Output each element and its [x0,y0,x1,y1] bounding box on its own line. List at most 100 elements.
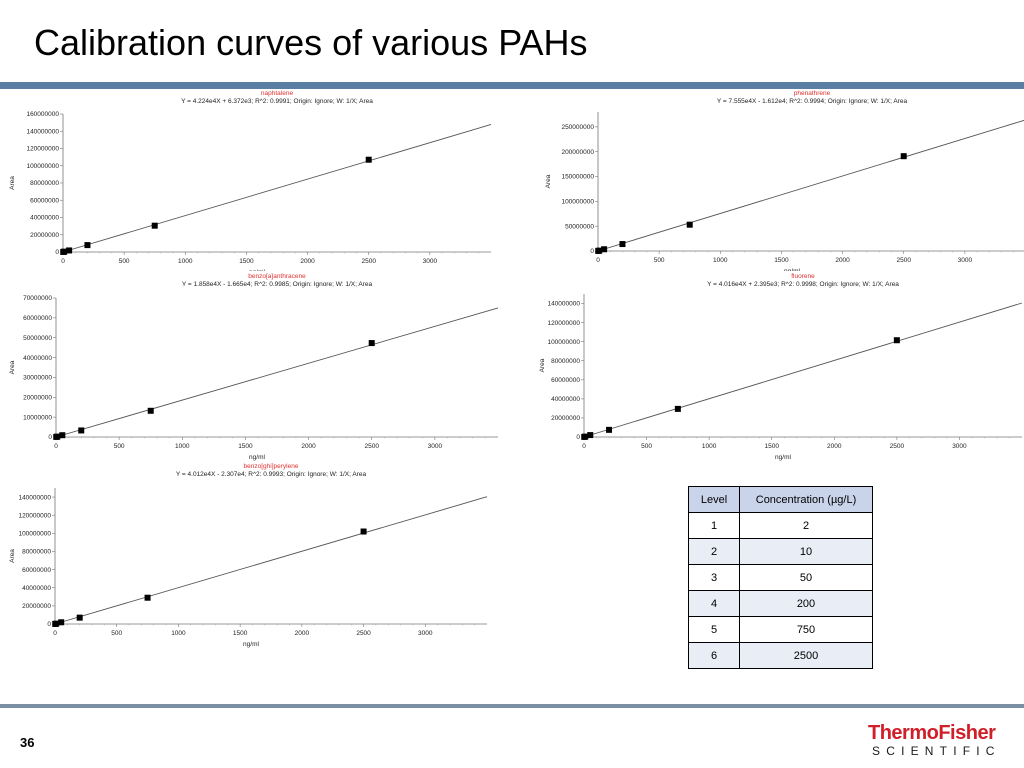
calibration-point [596,247,603,254]
y-tick-label: 120000000 [26,146,59,153]
y-tick-label: 140000000 [18,494,51,501]
x-tick-label: 1500 [238,443,253,450]
table-row: 5 750 [688,616,873,643]
y-tick-label: 0 [55,249,59,256]
regression-equation: Y = 7.555e4X - 1.612e4; R^2: 0.9994; Ori… [717,98,908,105]
concentration-cell: 200 [739,590,873,617]
y-tick-label: 10000000 [23,414,52,421]
calibration-point [144,594,151,601]
y-tick-label: 60000000 [22,567,51,574]
regression-line [54,496,488,625]
y-tick-label: 60000000 [30,197,59,204]
calibration-point [66,247,73,254]
calibration-point [84,242,91,249]
y-tick-label: 40000000 [23,355,52,362]
x-tick-label: 500 [119,258,130,265]
x-tick-label: 500 [641,443,652,450]
page-number: 36 [20,735,35,750]
calibration-point [151,222,158,229]
level-cell: 4 [688,590,740,617]
y-tick-label: 50000000 [565,223,594,230]
calibration-point [587,432,594,439]
y-tick-label: 80000000 [22,549,51,556]
x-axis-label: ng/ml [243,641,259,648]
x-tick-label: 1500 [233,630,248,637]
table-row: 2 10 [688,538,873,565]
level-cell: 3 [688,564,740,591]
x-axis-label: ng/ml [775,454,791,461]
calibration-point [78,427,85,434]
y-axis-label: Area [9,549,16,563]
x-tick-label: 1500 [774,257,789,264]
table-row: 6 2500 [688,642,873,669]
x-tick-label: 0 [53,630,57,637]
y-tick-label: 150000000 [561,174,594,181]
footer-divider [0,704,1024,708]
y-tick-label: 100000000 [561,199,594,206]
y-tick-label: 20000000 [551,415,580,422]
level-cell: 6 [688,642,740,669]
x-tick-label: 1000 [178,258,193,265]
y-tick-label: 200000000 [561,149,594,156]
calibration-point [76,614,83,621]
y-axis-label: Area [545,174,552,188]
y-tick-label: 40000000 [551,396,580,403]
y-tick-label: 70000000 [23,295,52,302]
y-tick-label: 250000000 [561,124,594,131]
calibration-point [365,156,372,163]
x-tick-label: 2500 [896,257,911,264]
y-tick-label: 60000000 [23,315,52,322]
table-row: 3 50 [688,564,873,591]
y-tick-label: 40000000 [30,215,59,222]
x-tick-label: 3000 [958,257,973,264]
logo-wordmark: ThermoFisher [868,722,996,744]
y-tick-label: 50000000 [23,335,52,342]
table-row: 4 200 [688,590,873,617]
y-tick-label: 20000000 [23,394,52,401]
x-tick-label: 3000 [952,443,967,450]
regression-line [597,119,1024,252]
level-cell: 5 [688,616,740,643]
x-tick-label: 2500 [890,443,905,450]
y-tick-label: 120000000 [547,320,580,327]
concentration-cell: 10 [739,538,873,565]
x-tick-label: 1000 [175,443,190,450]
x-tick-label: 0 [54,443,58,450]
x-tick-label: 0 [61,258,65,265]
y-tick-label: 0 [576,434,580,441]
calibration-point [368,340,375,347]
x-tick-label: 500 [111,630,122,637]
calibration-point [686,221,693,228]
y-tick-label: 100000000 [547,339,580,346]
y-tick-label: 0 [48,434,52,441]
thermo-fisher-logo: ThermoFisher SCIENTIFIC [862,722,1012,762]
y-tick-label: 80000000 [30,180,59,187]
calibration-point [53,620,60,627]
x-tick-label: 2500 [361,258,376,265]
x-tick-label: 3000 [428,443,443,450]
regression-equation: Y = 4.016e4X + 2.395e3; R^2: 0.9998; Ori… [707,281,899,288]
calibration-point [582,433,589,440]
compound-name: benzo[a]anthracene [248,273,306,280]
regression-line [583,302,1023,438]
x-tick-label: 2000 [295,630,310,637]
calibration-point [61,248,68,255]
table-header-row: Level Concentration (µg/L) [688,486,873,513]
x-tick-label: 0 [596,257,600,264]
calibration-point [674,405,681,412]
y-axis-label: Area [539,358,546,372]
y-tick-label: 60000000 [551,377,580,384]
concentration-cell: 750 [739,616,873,643]
y-tick-label: 100000000 [26,163,59,170]
x-tick-label: 500 [654,257,665,264]
x-tick-label: 1500 [764,443,779,450]
x-axis-label: ng/ml [249,269,265,271]
table-row: 1 2 [688,512,873,539]
x-tick-label: 0 [582,443,586,450]
compound-name: benzo[ghi]perylene [244,463,299,470]
